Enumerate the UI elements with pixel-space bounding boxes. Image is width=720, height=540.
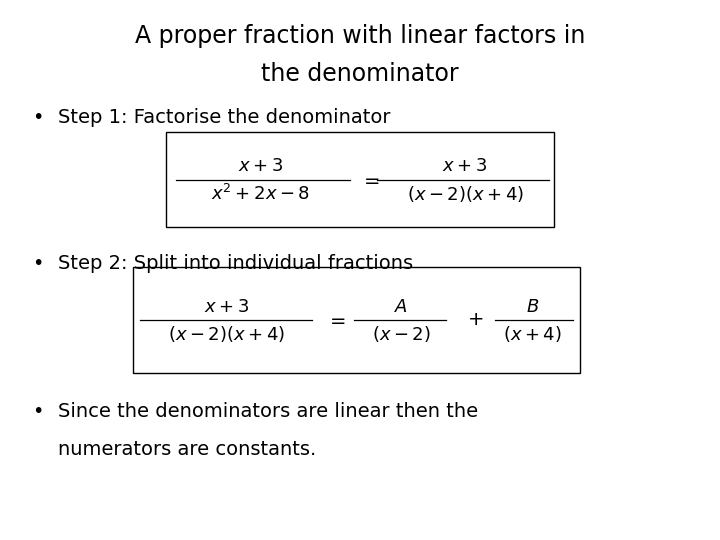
Text: $x+3$: $x+3$ bbox=[204, 298, 250, 315]
Text: $(x-2)$: $(x-2)$ bbox=[372, 324, 431, 345]
Text: •: • bbox=[32, 254, 44, 273]
Text: $x+3$: $x+3$ bbox=[238, 157, 284, 175]
Text: numerators are constants.: numerators are constants. bbox=[58, 440, 316, 459]
Text: $(x+4)$: $(x+4)$ bbox=[503, 324, 562, 345]
Text: Since the denominators are linear then the: Since the denominators are linear then t… bbox=[58, 402, 478, 421]
FancyBboxPatch shape bbox=[133, 267, 580, 373]
Text: $x^{2}+2x-8$: $x^{2}+2x-8$ bbox=[212, 184, 310, 204]
Text: $(x-2)(x+4)$: $(x-2)(x+4)$ bbox=[407, 184, 523, 204]
Text: $B$: $B$ bbox=[526, 298, 539, 315]
Text: •: • bbox=[32, 402, 44, 421]
Text: the denominator: the denominator bbox=[261, 62, 459, 86]
Text: $=$: $=$ bbox=[359, 170, 380, 189]
Text: $+$: $+$ bbox=[467, 310, 483, 329]
Text: $=$: $=$ bbox=[326, 310, 346, 329]
Text: Step 1: Factorise the denominator: Step 1: Factorise the denominator bbox=[58, 108, 390, 127]
Text: $A$: $A$ bbox=[394, 298, 408, 315]
Text: $x+3$: $x+3$ bbox=[442, 157, 487, 175]
Text: A proper fraction with linear factors in: A proper fraction with linear factors in bbox=[135, 24, 585, 48]
Text: Step 2: Split into individual fractions: Step 2: Split into individual fractions bbox=[58, 254, 413, 273]
FancyBboxPatch shape bbox=[166, 132, 554, 227]
Text: $(x-2)(x+4)$: $(x-2)(x+4)$ bbox=[168, 324, 285, 345]
Text: •: • bbox=[32, 108, 44, 127]
